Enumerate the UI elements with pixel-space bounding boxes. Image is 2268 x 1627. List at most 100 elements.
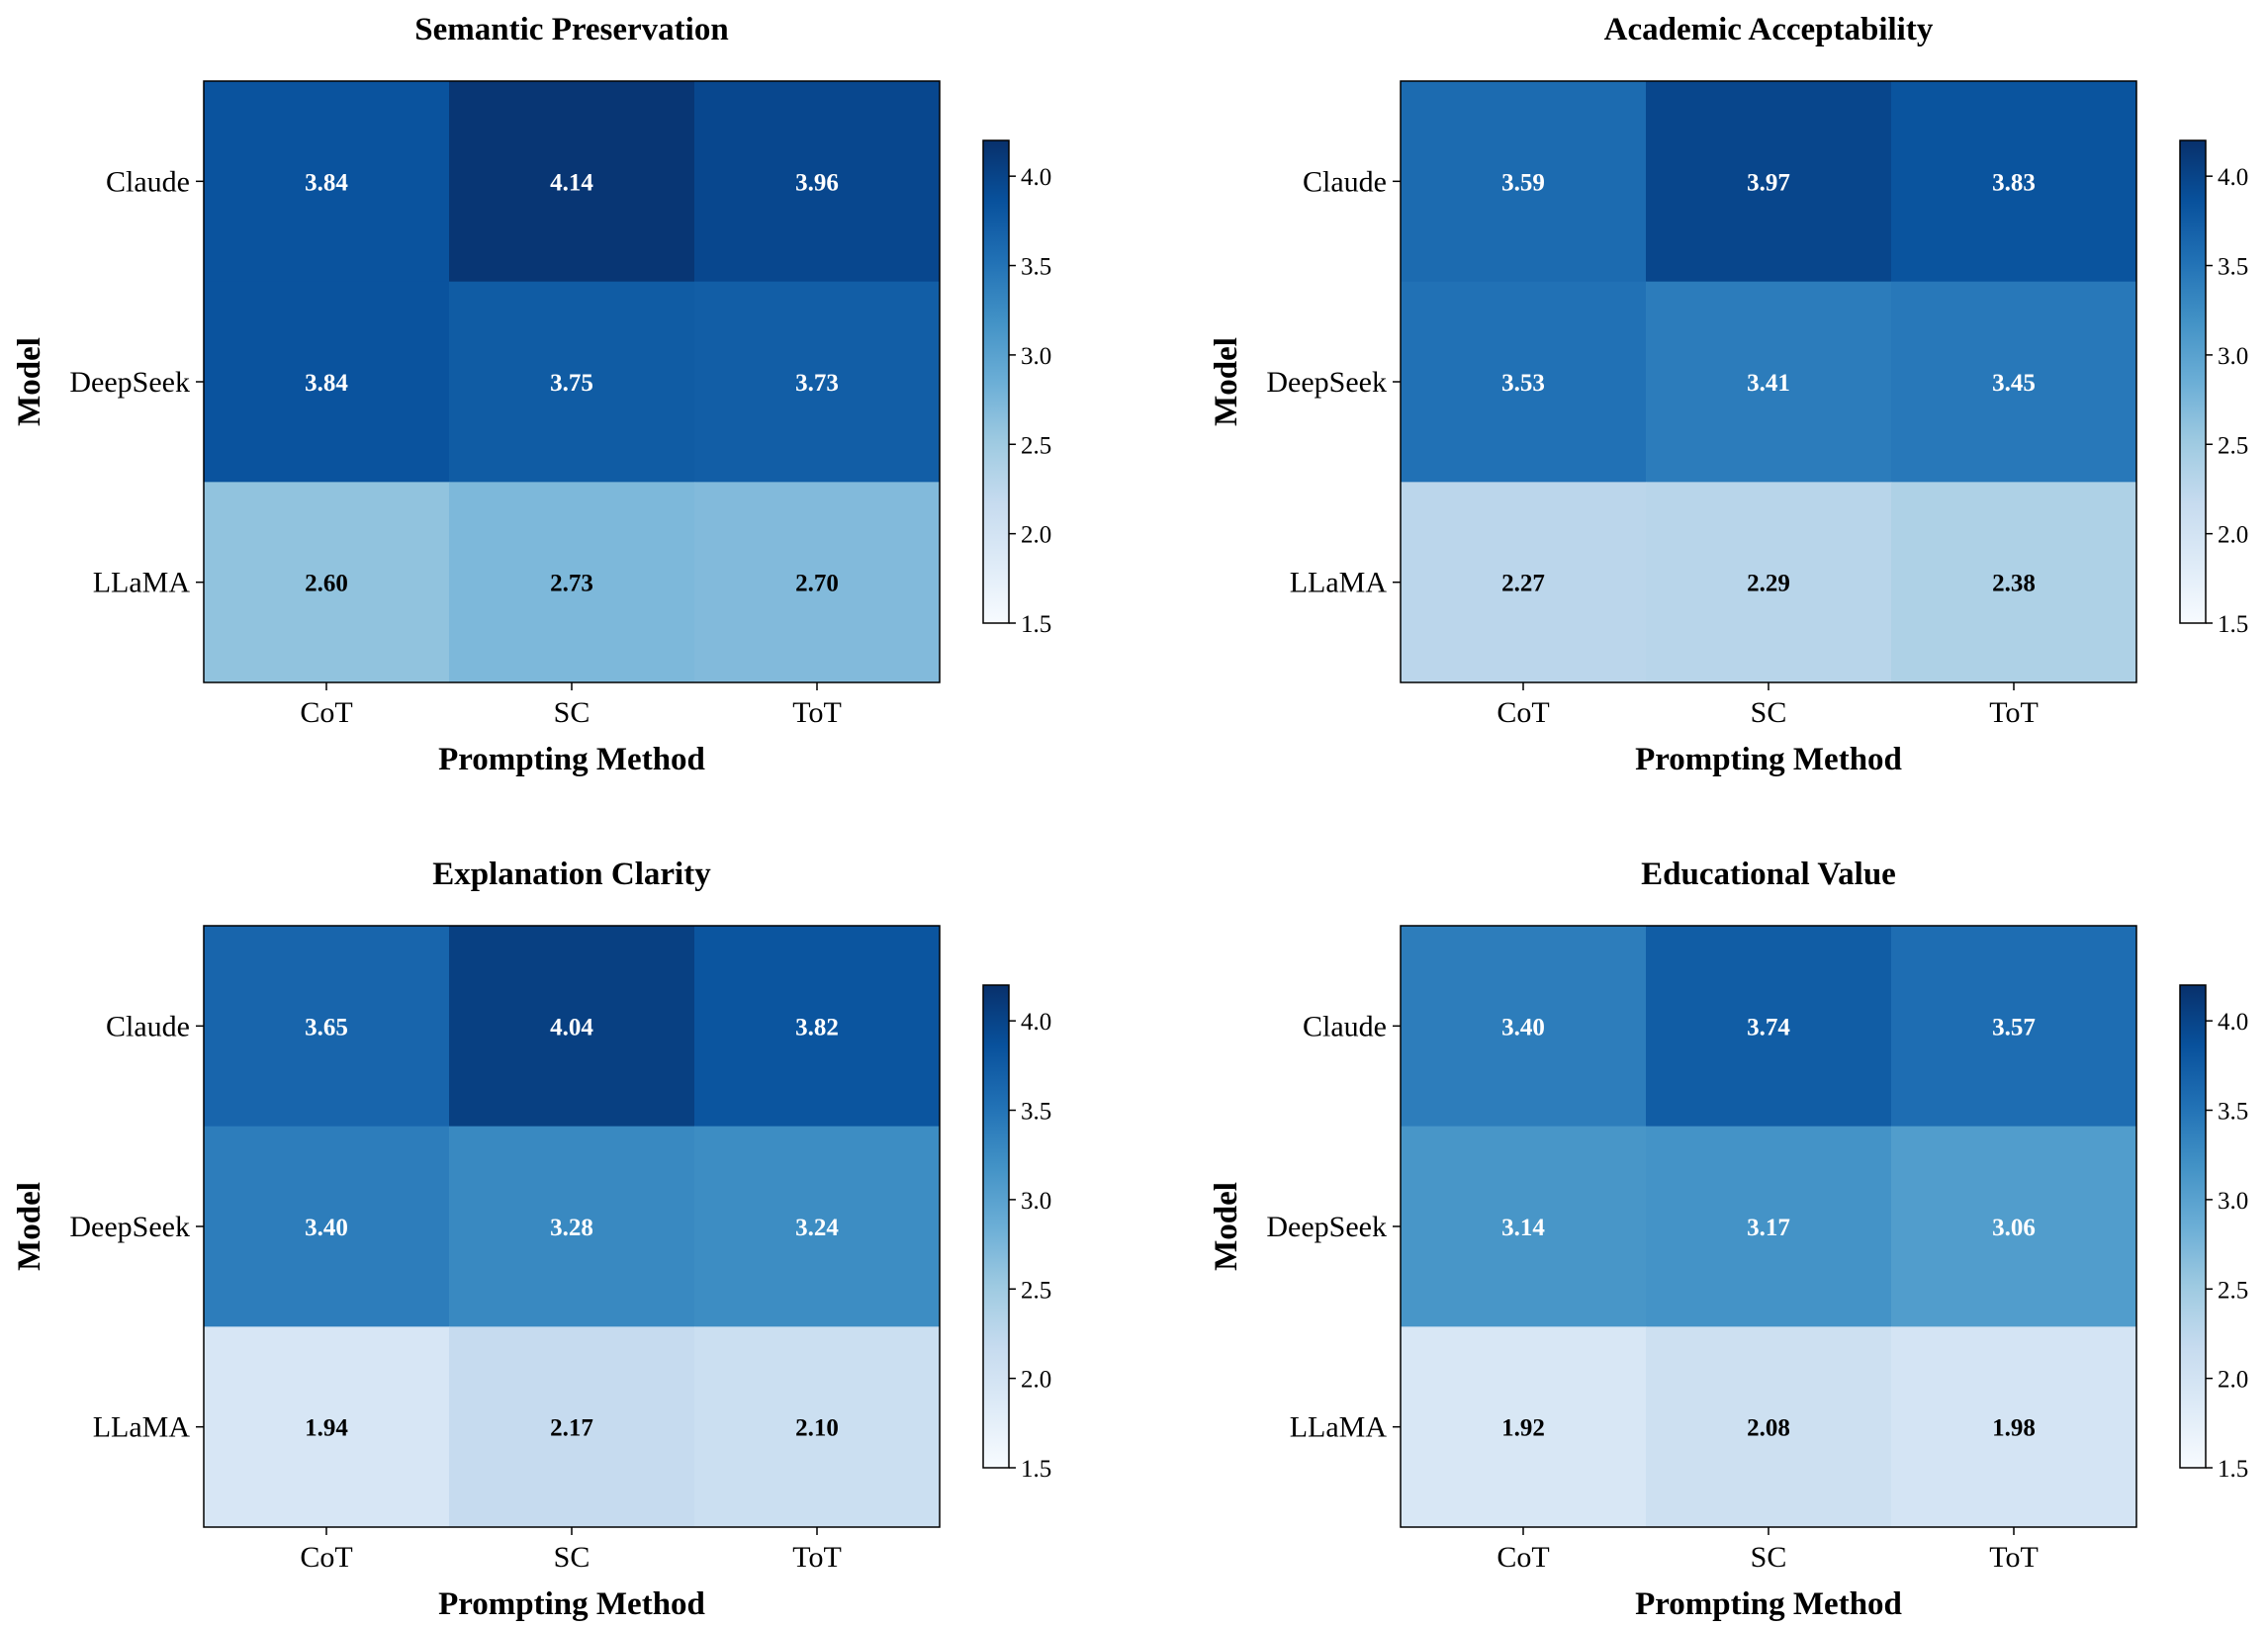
colorbar-tick-label: 3.0 <box>1021 1188 1051 1215</box>
colorbar-tick-label: 2.0 <box>2218 1367 2248 1394</box>
cell-value-label: 2.29 <box>1747 571 1790 597</box>
y-axis-label: Model <box>1209 337 1244 426</box>
heatmap-cell <box>449 281 695 483</box>
x-tick-label: ToT <box>1989 1541 2039 1574</box>
y-tick-label: LLaMA <box>93 567 191 599</box>
heatmap-cell <box>1646 482 1892 683</box>
y-axis-label: Model <box>1209 1182 1244 1271</box>
y-tick-label: Claude <box>1303 1010 1387 1042</box>
colorbar-tick-label: 4.0 <box>2218 164 2248 191</box>
colorbar-tick-label: 4.0 <box>1021 1009 1051 1036</box>
x-axis-label: Prompting Method <box>438 742 705 777</box>
cell-value-label: 1.98 <box>1992 1415 2036 1442</box>
cell-value-label: 3.40 <box>305 1215 348 1241</box>
x-tick-label: SC <box>554 696 590 729</box>
x-tick-label: CoT <box>300 1541 352 1574</box>
heatmap-cell <box>204 81 450 283</box>
colorbar-tick-label: 2.5 <box>2218 432 2248 459</box>
heatmap-cell <box>204 926 450 1128</box>
colorbar-tick-label: 3.0 <box>2218 1188 2248 1215</box>
heatmap-cell <box>1891 1326 2137 1528</box>
cell-value-label: 2.73 <box>550 571 593 597</box>
cell-value-label: 3.84 <box>305 370 348 397</box>
y-tick-label: Claude <box>1303 165 1387 198</box>
heatmap-cell <box>449 1126 695 1327</box>
heatmap-cell <box>1646 926 1892 1128</box>
heatmap-cell <box>1891 926 2137 1128</box>
cell-value-label: 2.60 <box>305 571 348 597</box>
chart-title: Academic Acceptability <box>1604 12 1934 47</box>
heatmap-cell <box>1401 482 1647 683</box>
cell-value-label: 4.04 <box>550 1014 593 1040</box>
cell-value-label: 2.70 <box>795 571 839 597</box>
colorbar-tick-label: 2.0 <box>1021 1367 1051 1394</box>
cell-value-label: 3.82 <box>795 1014 839 1040</box>
heatmap-cell <box>1891 482 2137 683</box>
heatmap-cell <box>1891 281 2137 483</box>
x-tick-label: CoT <box>300 696 352 729</box>
colorbar-tick-label: 3.5 <box>2218 254 2248 281</box>
heatmap-cell <box>1891 81 2137 283</box>
heatmap-cell <box>204 1126 450 1327</box>
colorbar-tick-label: 4.0 <box>2218 1009 2248 1036</box>
colorbar-tick-label: 2.5 <box>1021 1277 1051 1304</box>
heatmap-panel: Semantic Preservation 3.84 4.14 3.96 3.84 3.7… <box>12 12 1051 777</box>
x-tick-label: SC <box>554 1541 590 1574</box>
cell-value-label: 3.06 <box>1992 1215 2036 1241</box>
heatmap-cell <box>1646 1326 1892 1528</box>
heatmap-cell <box>204 482 450 683</box>
heatmap-cell <box>1401 281 1647 483</box>
cell-value-label: 2.38 <box>1992 571 2036 597</box>
cell-value-label: 3.97 <box>1747 169 1790 196</box>
cell-value-label: 2.17 <box>550 1415 593 1442</box>
chart-title: Educational Value <box>1641 857 1896 892</box>
colorbar-tick-label: 1.5 <box>2218 1456 2248 1483</box>
heatmap-cell <box>694 1126 941 1327</box>
colorbar-tick-label: 1.5 <box>2218 611 2248 638</box>
colorbar-tick-label: 4.0 <box>1021 164 1051 191</box>
colorbar-tick-label: 1.5 <box>1021 1456 1051 1483</box>
heatmap-panel: Explanation Clarity 3.65 4.04 3.82 3.40 3.28 3… <box>12 857 1051 1622</box>
heatmap-cell <box>1401 926 1647 1128</box>
cell-value-label: 3.84 <box>305 169 348 196</box>
cell-value-label: 3.73 <box>795 370 839 397</box>
colorbar-tick-label: 1.5 <box>1021 611 1051 638</box>
heatmap-panel: Educational Value 3.40 3.74 3.57 3.14 3.17 3.0… <box>1209 857 2248 1622</box>
cell-value-label: 3.59 <box>1501 169 1545 196</box>
y-tick-label: LLaMA <box>1290 567 1388 599</box>
cell-value-label: 3.40 <box>1501 1014 1545 1040</box>
heatmap-cell <box>694 281 941 483</box>
colorbar-tick-label: 3.5 <box>1021 1099 1051 1126</box>
y-tick-label: DeepSeek <box>69 1211 190 1243</box>
heatmap-cell <box>1646 81 1892 283</box>
heatmap-cell <box>1401 81 1647 283</box>
y-tick-label: DeepSeek <box>1266 366 1387 399</box>
y-tick-label: DeepSeek <box>69 366 190 399</box>
y-tick-label: LLaMA <box>93 1411 191 1444</box>
heatmap-cell <box>204 1326 450 1528</box>
cell-value-label: 3.53 <box>1501 370 1545 397</box>
heatmap-cell <box>694 1326 941 1528</box>
heatmap-cell <box>694 81 941 283</box>
x-tick-label: ToT <box>792 696 842 729</box>
cell-value-label: 2.10 <box>795 1415 839 1442</box>
heatmap-cell <box>694 482 941 683</box>
colorbar-tick-label: 2.5 <box>1021 432 1051 459</box>
heatmap-cell <box>1401 1126 1647 1327</box>
heatmap-cell <box>1646 281 1892 483</box>
heatmap-cell <box>449 926 695 1128</box>
y-tick-label: Claude <box>106 165 190 198</box>
cell-value-label: 3.17 <box>1747 1215 1790 1241</box>
x-tick-label: SC <box>1751 696 1787 729</box>
colorbar-tick-label: 2.0 <box>1021 522 1051 549</box>
cell-value-label: 3.83 <box>1992 169 2036 196</box>
heatmap-panel: Academic Acceptability 3.59 3.97 3.83 3.53 3.… <box>1209 12 2248 777</box>
x-tick-label: CoT <box>1497 696 1549 729</box>
colorbar-tick-label: 3.0 <box>1021 343 1051 370</box>
heatmap-cell <box>449 1326 695 1528</box>
cell-value-label: 3.75 <box>550 370 593 397</box>
chart-title: Explanation Clarity <box>432 857 711 892</box>
x-axis-label: Prompting Method <box>1635 742 1902 777</box>
x-tick-label: SC <box>1751 1541 1787 1574</box>
cell-value-label: 3.57 <box>1992 1014 2036 1040</box>
